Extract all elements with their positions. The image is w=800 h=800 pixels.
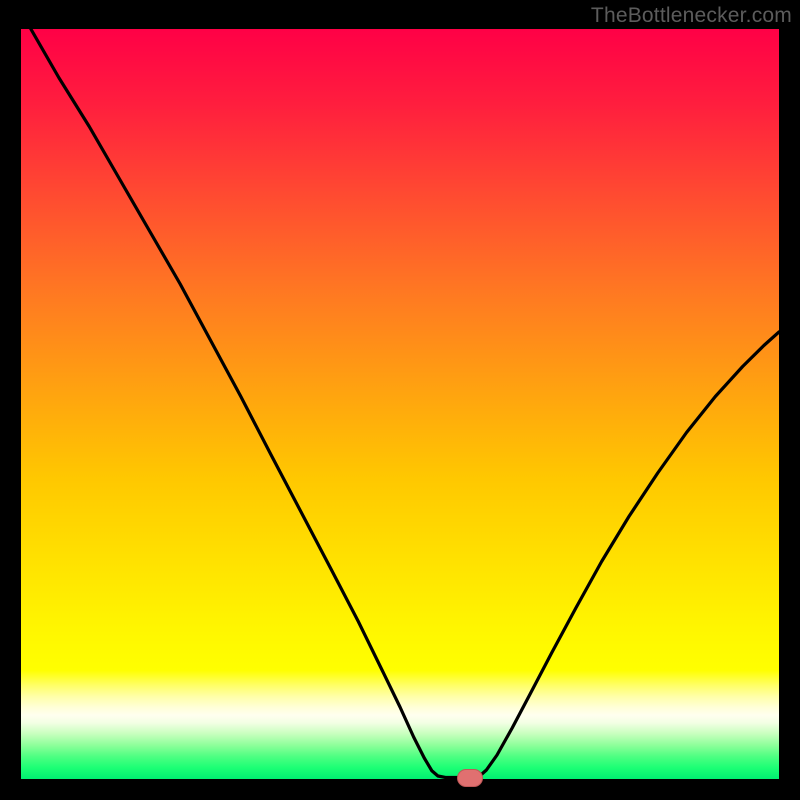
optimal-point-marker (457, 769, 483, 787)
watermark-text: TheBottlenecker.com (591, 4, 792, 28)
bottleneck-curve (21, 29, 779, 779)
plot-area (21, 29, 779, 779)
chart-container: TheBottlenecker.com (0, 0, 800, 800)
